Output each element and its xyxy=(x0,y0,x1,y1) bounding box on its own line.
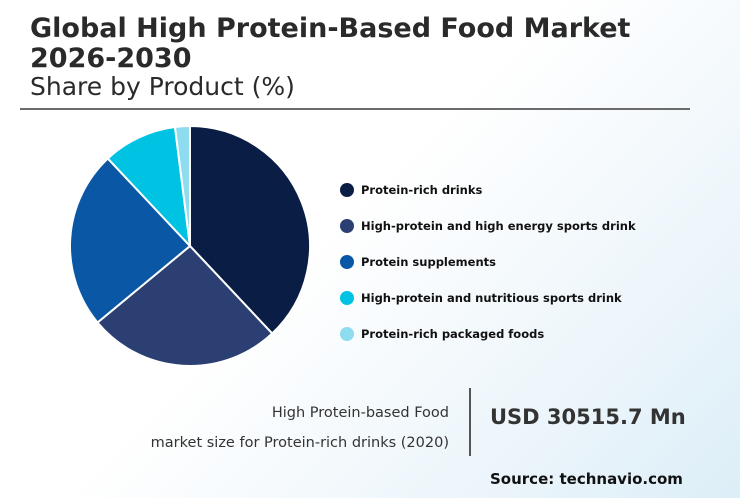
chart-legend: Protein-rich drinks High-protein and high… xyxy=(340,172,636,352)
legend-label: High-protein and high energy sports drin… xyxy=(361,219,636,233)
legend-item: High-protein and nutritious sports drink xyxy=(340,280,636,316)
title-divider xyxy=(20,108,690,110)
pie-slice-1 xyxy=(96,244,274,367)
legend-swatch xyxy=(340,327,354,341)
legend-swatch xyxy=(340,219,354,233)
pie-slice-4 xyxy=(173,124,191,247)
legend-label: High-protein and nutritious sports drink xyxy=(361,291,622,305)
legend-item: High-protein and high energy sports drin… xyxy=(340,208,636,244)
market-size-value: USD 30515.7 Mn xyxy=(490,405,686,429)
pie-slice-0 xyxy=(189,124,311,335)
legend-label: Protein-rich drinks xyxy=(361,183,483,197)
market-size-caption: High Protein-based Food market size for … xyxy=(151,398,449,458)
caption-line-2: market size for Protein-rich drinks (202… xyxy=(150,435,449,451)
footer-divider xyxy=(469,388,471,456)
chart-title: Global High Protein-Based Food Market 20… xyxy=(30,13,631,74)
legend-swatch xyxy=(340,183,354,197)
pie-chart xyxy=(69,124,311,367)
legend-swatch xyxy=(340,291,354,305)
pie-slice-2 xyxy=(69,157,192,324)
caption-line-1: High Protein-based Food xyxy=(271,405,449,421)
legend-label: Protein-rich packaged foods xyxy=(361,327,545,341)
legend-item: Protein supplements xyxy=(340,244,636,280)
legend-label: Protein supplements xyxy=(361,255,496,269)
legend-item: Protein-rich drinks xyxy=(340,172,636,208)
source-label: Source: technavio.com xyxy=(490,470,683,488)
legend-swatch xyxy=(340,255,354,269)
legend-item: Protein-rich packaged foods xyxy=(340,316,636,352)
chart-subtitle: Share by Product (%) xyxy=(30,72,295,101)
pie-slice-3 xyxy=(106,125,192,249)
